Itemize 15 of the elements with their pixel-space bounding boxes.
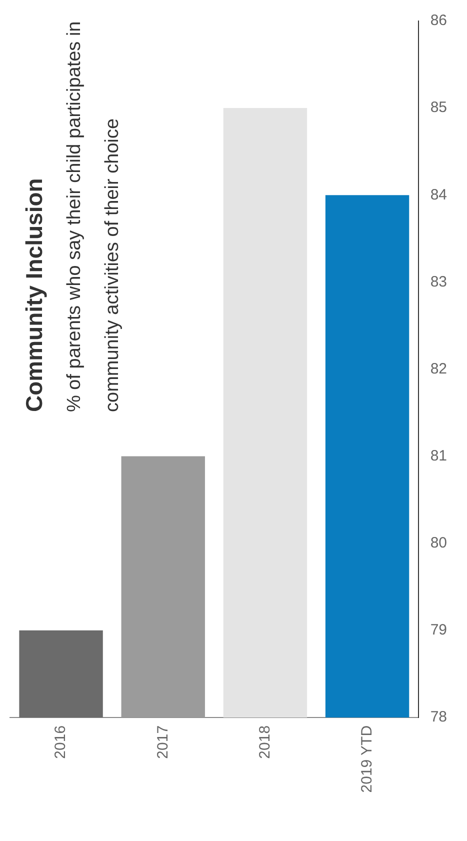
y-tick-label: 79: [430, 622, 448, 639]
y-tick-label: 80: [430, 534, 448, 552]
x-tick-label: 2017: [154, 725, 172, 759]
x-tick-label: 2016: [52, 725, 70, 759]
y-tick-label: 82: [430, 360, 448, 378]
text: % of parents who say their child participates in community activities of their choice: [64, 21, 123, 412]
y-tick-label: 78: [430, 708, 448, 726]
y-tick-label: 84: [430, 186, 448, 204]
x-tick-label: 2018: [256, 725, 274, 759]
y-tick-label: 83: [430, 273, 448, 290]
x-tick-label: 2019 YTD: [358, 725, 376, 793]
text: Community Inclusion: [21, 178, 47, 412]
y-tick-label: 81: [430, 447, 448, 464]
y-tick-label: 85: [430, 99, 448, 116]
y-tick-label: 86: [430, 12, 448, 30]
